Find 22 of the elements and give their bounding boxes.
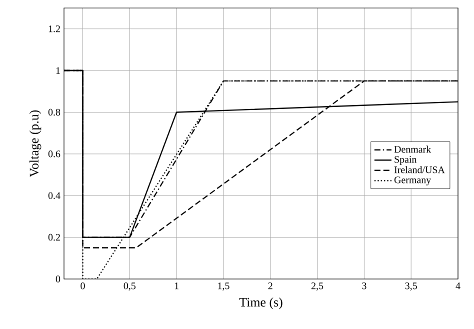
y-tick-label: 0 — [56, 276, 60, 282]
x-tick-label: 1 — [174, 282, 178, 290]
y-tick-label: 1 — [56, 67, 60, 74]
x-tick-label: 3 — [362, 282, 366, 290]
y-axis-title: Voltage (p.u) — [29, 110, 42, 178]
x-tick-label: 1,5 — [218, 282, 230, 291]
legend-label: Germany — [394, 176, 432, 186]
x-tick-label: 2,5 — [311, 282, 324, 291]
legend-label: Denmark — [394, 146, 432, 153]
legend-label: Spain — [394, 156, 417, 165]
x-tick-label: 4 — [456, 282, 460, 290]
x-tick-label: 3,5 — [405, 282, 417, 291]
legend-label: Ireland/USA — [394, 166, 445, 174]
y-tick-label: 0.8 — [48, 108, 60, 116]
x-axis-title: Time (s) — [239, 298, 282, 310]
x-tick-label: 2 — [268, 282, 272, 290]
y-tick-label: 0.2 — [48, 234, 60, 241]
x-tick-label: 0,5 — [124, 282, 136, 291]
y-tick-label: 1.2 — [48, 25, 60, 32]
y-tick-label: 0.4 — [48, 192, 60, 199]
x-tick-label: 0 — [80, 282, 85, 290]
y-tick-label: 0.6 — [48, 150, 60, 158]
